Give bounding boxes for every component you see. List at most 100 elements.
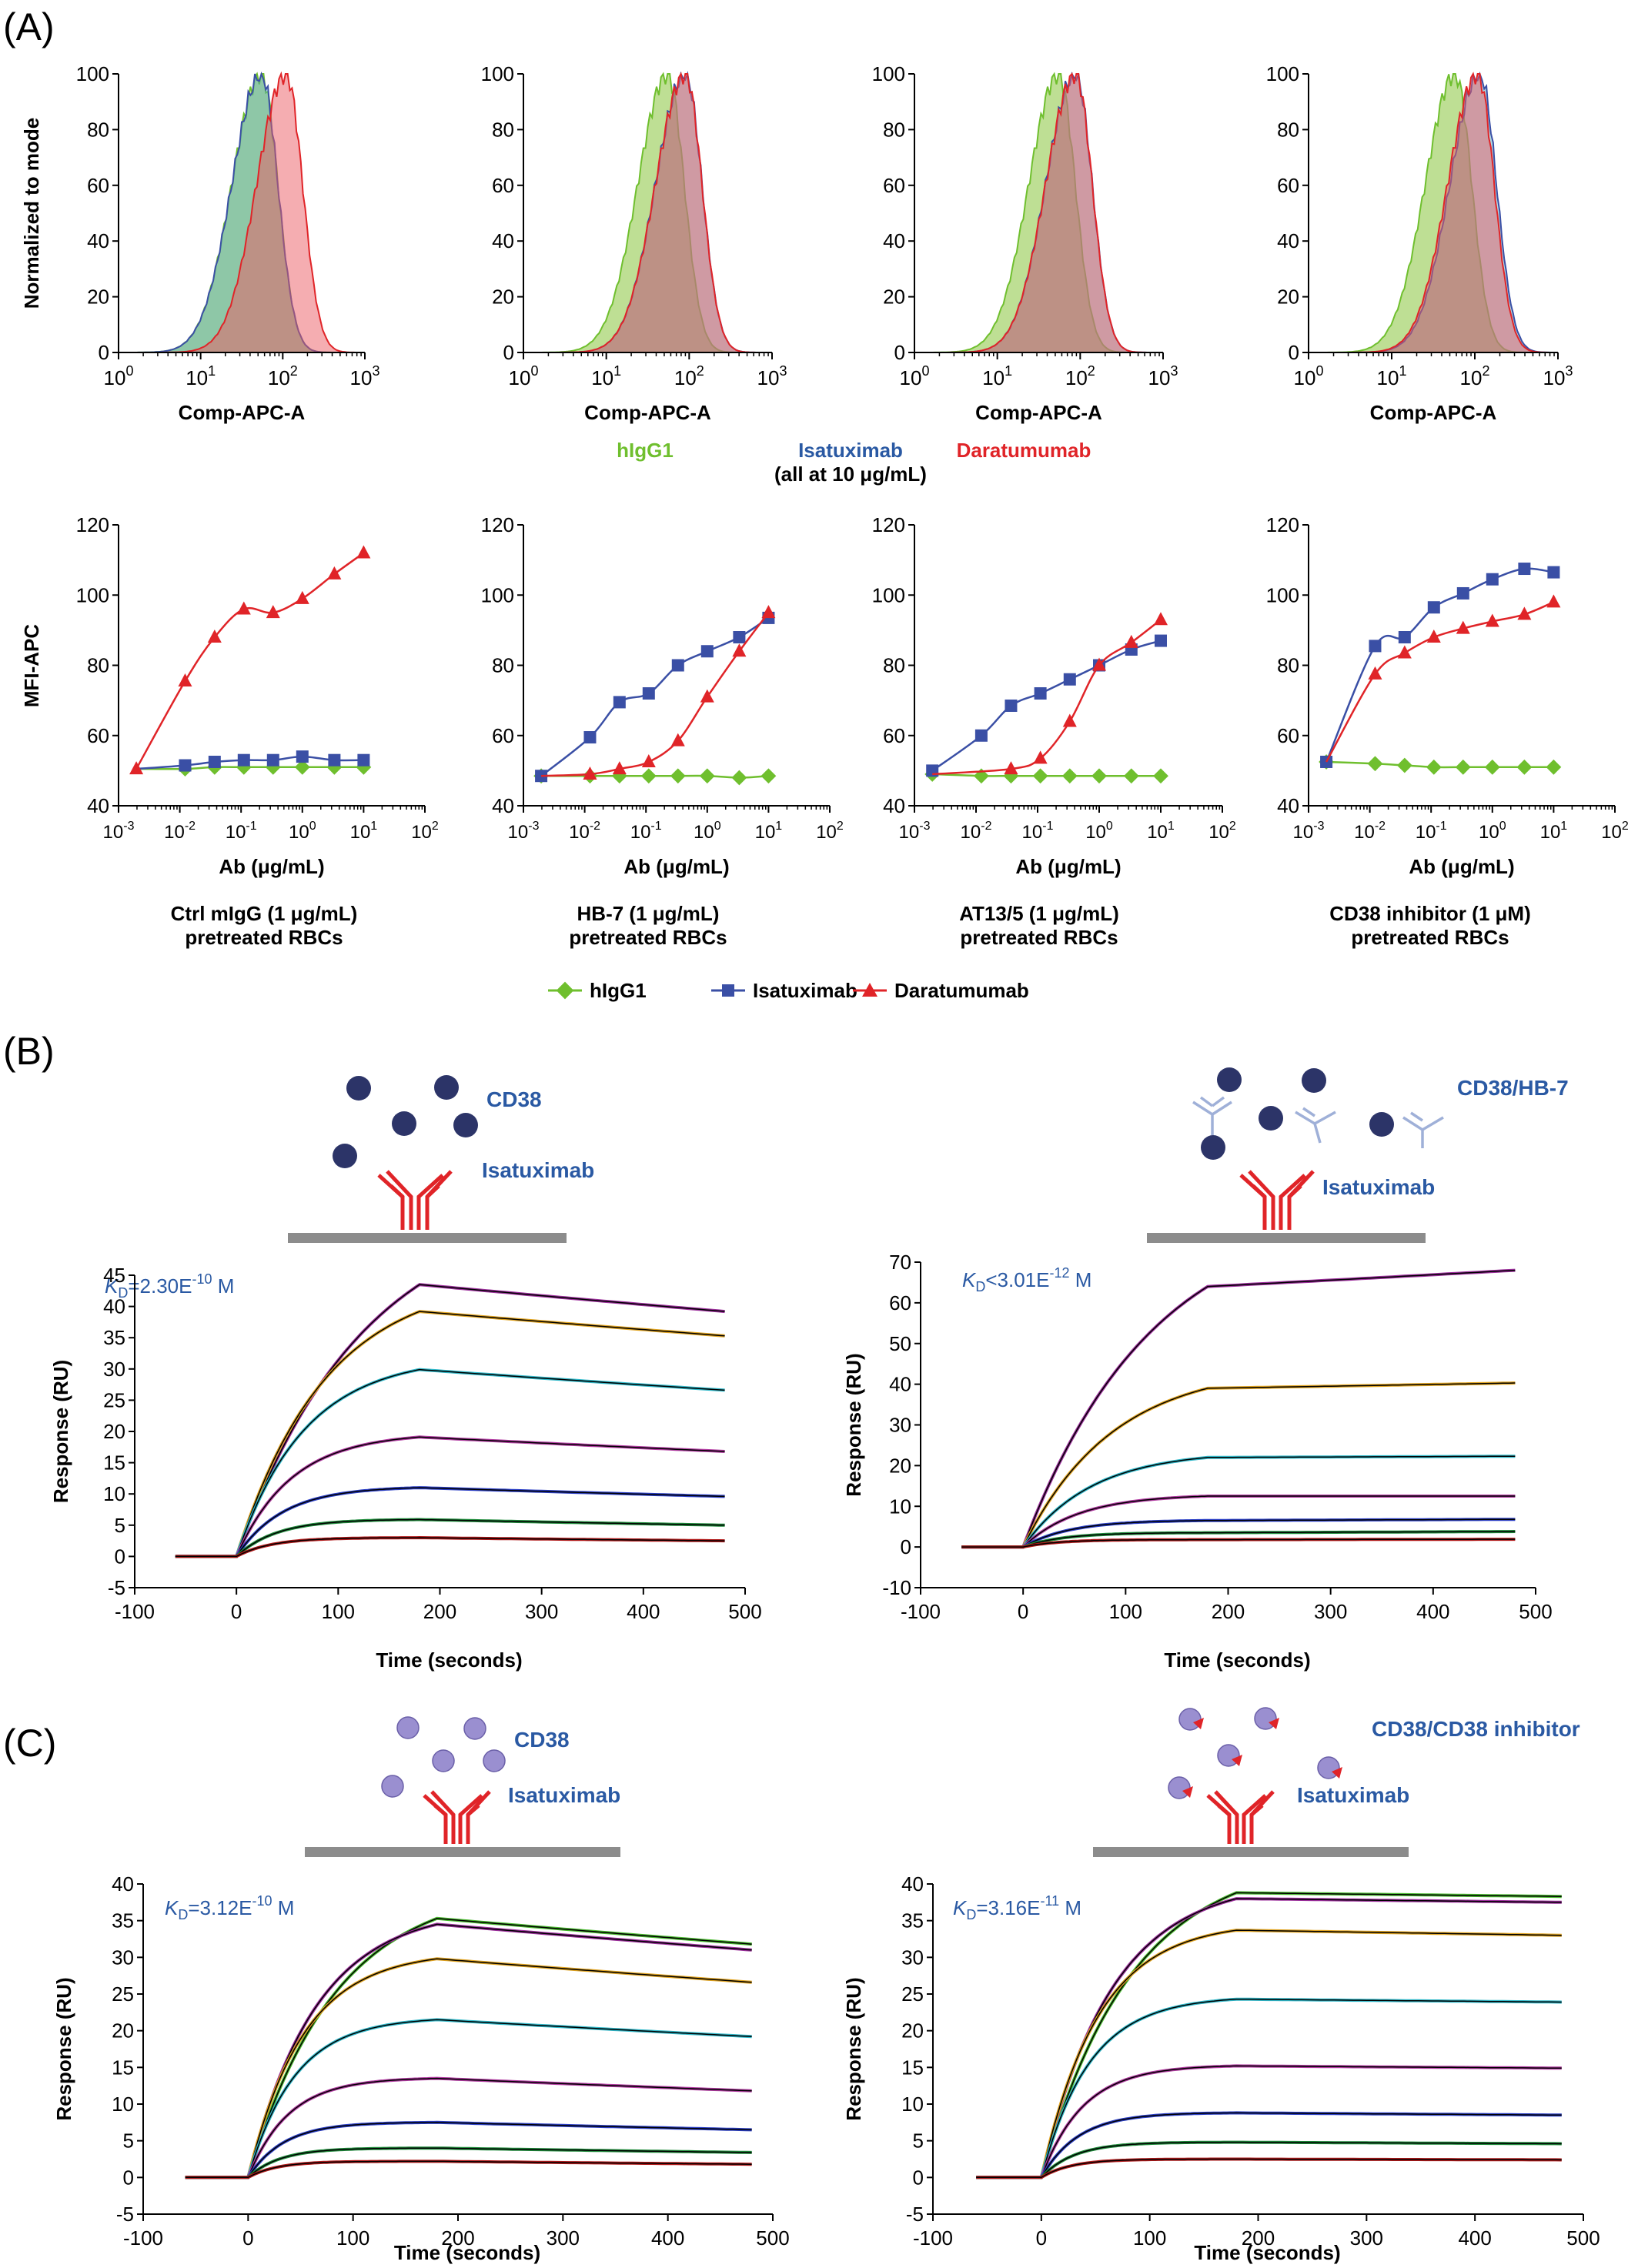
x-tick-label: 103 bbox=[350, 363, 380, 389]
particle-label: CD38/HB-7 bbox=[1457, 1076, 1569, 1100]
marker-diamond bbox=[1426, 759, 1442, 775]
y-tick-label: 100 bbox=[481, 62, 514, 85]
sensor-surface bbox=[1093, 1847, 1409, 1857]
y-tick-label: 60 bbox=[883, 174, 905, 197]
dose-legend-daratumumab: Daratumumab bbox=[894, 979, 1029, 1002]
marker-square bbox=[1486, 573, 1499, 586]
sensorgram-4: -5 0 5 10 15 20 25 30 35 40 -100 0 100 200 300 400 500 Ti… bbox=[842, 1872, 1600, 2264]
kd-annotation-b-left: KD=2.30E-10 M bbox=[105, 1271, 234, 1301]
y-tick-label: 100 bbox=[872, 583, 905, 606]
marker-triangle bbox=[327, 566, 342, 580]
dose-chart-3: 40 60 80 100 120 10-3 10-2 10-1 100 101 102 Ab (μg/… bbox=[872, 513, 1236, 878]
sensorgram-fit bbox=[961, 1382, 1516, 1548]
antibody-icon bbox=[423, 1790, 491, 1844]
x-tick-label: 10-3 bbox=[1293, 820, 1325, 843]
x-tick-label: 101 bbox=[1147, 820, 1175, 843]
sensorgram-curve bbox=[976, 2157, 1562, 2179]
marker-square bbox=[1427, 601, 1440, 614]
x-tick-label: 101 bbox=[982, 363, 1012, 389]
y-tick-label: 100 bbox=[1266, 583, 1299, 606]
marker-square bbox=[1005, 699, 1018, 712]
x-tick-label: 100 bbox=[509, 363, 539, 389]
y-tick-label: -5 bbox=[906, 2203, 924, 2226]
x-axis-label: Ab (μg/mL) bbox=[1409, 855, 1514, 878]
y-tick-label: 60 bbox=[883, 724, 905, 747]
x-axis-label: Time (seconds) bbox=[376, 1648, 522, 1672]
antibody-label: Isatuximab bbox=[1297, 1783, 1409, 1807]
y-tick-label: 0 bbox=[115, 1545, 125, 1568]
sensorgram-3: -5 0 5 10 15 20 25 30 35 40 -100 0 100 200 300 400 500 Ti… bbox=[52, 1872, 790, 2264]
y-axis-label: Response (RU) bbox=[49, 1360, 72, 1503]
x-tick-label: 500 bbox=[756, 2226, 789, 2250]
y-tick-label: 40 bbox=[492, 229, 514, 252]
antibody-icon bbox=[377, 1170, 453, 1230]
y-tick-label: 0 bbox=[913, 2166, 924, 2189]
y-tick-label: 80 bbox=[87, 118, 109, 141]
sensor-surface bbox=[305, 1847, 620, 1857]
panel-a-label: (A) bbox=[3, 5, 55, 48]
schematic-c-left: CD38 Isatuximab bbox=[305, 1716, 620, 1857]
x-tick-label: 400 bbox=[627, 1600, 660, 1623]
x-tick-label: 101 bbox=[186, 363, 216, 389]
sensorgram-fit bbox=[976, 1898, 1562, 2179]
y-tick-label: 40 bbox=[901, 1872, 924, 1896]
fit-curve-Daratumumab bbox=[135, 552, 365, 770]
marker-triangle bbox=[583, 766, 597, 780]
marker-triangle bbox=[1517, 606, 1532, 620]
x-tick-label: 400 bbox=[1416, 1600, 1449, 1623]
x-tick-label: 101 bbox=[755, 820, 783, 843]
x-axis-label: Time (seconds) bbox=[1164, 1648, 1310, 1672]
marker-triangle bbox=[178, 673, 192, 687]
marker-diamond bbox=[1091, 768, 1107, 784]
x-tick-label: 10-1 bbox=[1416, 820, 1447, 843]
x-tick-label: 10-1 bbox=[226, 820, 257, 843]
kd-annotation-b-right: KD<3.01E-12 M bbox=[962, 1265, 1091, 1294]
sensorgram-fit bbox=[961, 1518, 1516, 1548]
x-tick-label: 300 bbox=[1314, 1600, 1347, 1623]
x-tick-label: 10-2 bbox=[569, 820, 600, 843]
x-tick-label: 100 bbox=[900, 363, 930, 389]
x-axis-label: Time (seconds) bbox=[394, 2241, 540, 2264]
y-tick-label: 40 bbox=[1277, 229, 1299, 252]
y-tick-label: 40 bbox=[87, 794, 109, 817]
y-tick-label: 10 bbox=[103, 1482, 125, 1505]
marker-square bbox=[1155, 634, 1167, 647]
x-tick-label: 100 bbox=[104, 363, 134, 389]
inhibitor-icon bbox=[1182, 1718, 1342, 1798]
marker-diamond bbox=[1061, 768, 1078, 784]
x-tick-label: 300 bbox=[1350, 2226, 1383, 2250]
svg-text:KD=2.30E-10 M: KD=2.30E-10 M bbox=[105, 1271, 234, 1301]
y-tick-label: 20 bbox=[901, 2019, 924, 2043]
marker-square bbox=[1547, 566, 1560, 579]
sensorgram-fit bbox=[175, 1311, 725, 1558]
y-tick-label: 100 bbox=[76, 62, 109, 85]
antibody-label: Isatuximab bbox=[1322, 1175, 1435, 1199]
y-tick-label: 40 bbox=[1277, 794, 1299, 817]
marker-diamond bbox=[1367, 756, 1383, 772]
y-tick-label: 40 bbox=[883, 794, 905, 817]
marker-triangle bbox=[641, 753, 656, 767]
x-tick-label: 200 bbox=[1212, 1600, 1245, 1623]
dose-legend: hIgG1 Isatuximab Daratumumab bbox=[548, 979, 1029, 1002]
marker-square bbox=[613, 696, 626, 709]
x-tick-label: 200 bbox=[423, 1600, 456, 1623]
marker-diamond bbox=[1032, 768, 1048, 784]
marker-triangle bbox=[129, 761, 144, 775]
x-tick-label: 0 bbox=[1018, 1600, 1028, 1623]
fit-curve-Isatuximab bbox=[1325, 567, 1554, 763]
sensorgram-fit bbox=[185, 2122, 752, 2179]
sensorgram-fit bbox=[175, 1487, 725, 1558]
x-axis-label: Comp-APC-A bbox=[975, 401, 1102, 424]
x-tick-label: 10-2 bbox=[961, 820, 992, 843]
y-tick-label: 100 bbox=[1266, 62, 1299, 85]
marker-triangle bbox=[1154, 612, 1168, 626]
sensor-surface bbox=[1147, 1233, 1426, 1243]
antibody-label: Isatuximab bbox=[508, 1783, 620, 1807]
y-tick-label: 45 bbox=[103, 1264, 125, 1287]
x-tick-label: 101 bbox=[1540, 820, 1568, 843]
x-tick-label: 103 bbox=[1543, 363, 1573, 389]
x-tick-label: 100 bbox=[336, 2226, 369, 2250]
sensorgram-fit bbox=[185, 1918, 752, 2179]
histogram-1: 0 20 40 60 80 100 100 101 102 103 Comp-APC-A bbox=[76, 62, 380, 424]
schematic-b-right: CD38/HB-7 Isatuximab bbox=[1147, 1067, 1569, 1243]
